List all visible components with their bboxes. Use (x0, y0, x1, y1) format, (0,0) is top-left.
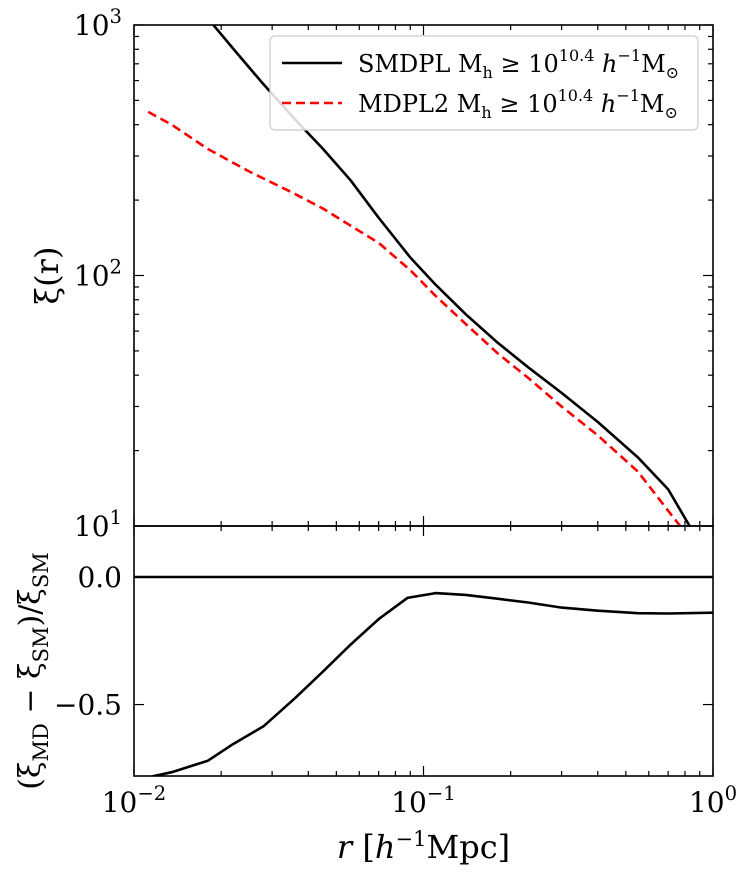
top-series-line-1 (147, 110, 682, 526)
bottom-frame (133, 525, 714, 777)
legend-label-1: MDPL2 Mh ≥ 1010.4 h−1M⊙ (358, 86, 678, 122)
legend: SMDPL Mh ≥ 1010.4 h−1M⊙ MDPL2 Mh ≥ 1010.4… (269, 35, 699, 131)
y-tick-label-bottom: −0.5 (54, 689, 122, 722)
x-tick-label: 100 (689, 782, 737, 819)
x-tick-label: 10−2 (102, 782, 167, 819)
bottom-panel (133, 525, 714, 777)
y-tick-label: 101 (74, 506, 122, 543)
y-tick-label: 102 (74, 256, 122, 293)
bottom-series-line-1 (148, 591, 713, 776)
x-axis-label: r [h−1Mpc] (337, 827, 510, 866)
y-tick-label-bottom: 0.0 (77, 561, 122, 594)
bottom-y-axis-label: (ξMD − ξSM)/ξSM (13, 552, 53, 789)
legend-box (269, 35, 699, 131)
y-tick-label: 103 (74, 5, 122, 42)
bottom-series-group (134, 575, 713, 776)
x-tick-label: 10−1 (391, 782, 456, 819)
legend-label-0: SMDPL Mh ≥ 1010.4 h−1M⊙ (358, 46, 679, 82)
top-y-axis-label: ξ(r) (28, 247, 66, 305)
axis-labels: 101 102 103 10−2 10−1 100 0.0 −0.5 r [h−1Mpc] ξ(r… (13, 5, 737, 866)
